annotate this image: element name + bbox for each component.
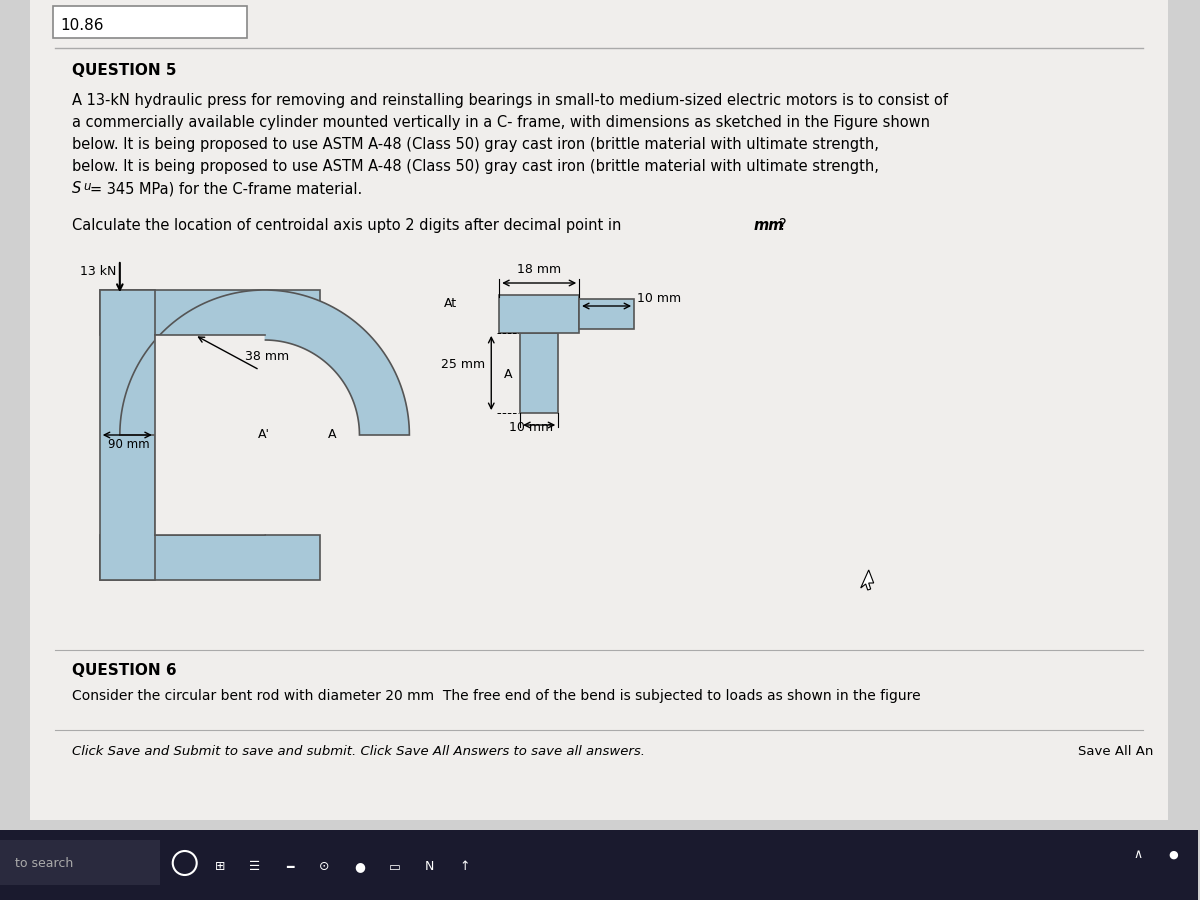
Text: ━: ━ [286, 860, 293, 874]
Bar [521, 333, 558, 413]
FancyBboxPatch shape [155, 335, 265, 535]
Text: 25 mm: 25 mm [442, 358, 486, 371]
Text: below. It is being proposed to use ASTM A-48 (Class 50) gray cast iron (brittle : below. It is being proposed to use ASTM … [72, 137, 878, 152]
Text: Calculate the location of centroidal axis upto 2 digits after decimal point in: Calculate the location of centroidal axi… [72, 218, 626, 233]
Text: 10.86: 10.86 [60, 17, 103, 32]
Text: ▭: ▭ [389, 860, 401, 874]
Text: to search: to search [14, 857, 73, 870]
Text: N: N [425, 860, 434, 874]
Polygon shape [120, 290, 409, 435]
Text: ⊙: ⊙ [319, 860, 330, 874]
FancyBboxPatch shape [30, 0, 1169, 820]
Text: 18 mm: 18 mm [517, 263, 562, 276]
Bar [100, 535, 319, 580]
Text: A: A [504, 368, 512, 381]
Text: Click Save and Submit to save and submit. Click Save All Answers to save all ans: Click Save and Submit to save and submit… [72, 745, 644, 758]
Polygon shape [860, 570, 874, 590]
Text: Save All An: Save All An [1079, 745, 1153, 758]
Text: At: At [444, 297, 457, 310]
Text: ∧: ∧ [1134, 848, 1142, 861]
Bar [580, 299, 634, 329]
Text: ↑: ↑ [460, 860, 469, 874]
Text: ☰: ☰ [248, 860, 260, 874]
Bar [0, 830, 1198, 900]
Text: 13 kN: 13 kN [80, 265, 116, 278]
Text: A 13-kN hydraulic press for removing and reinstalling bearings in small-to mediu: A 13-kN hydraulic press for removing and… [72, 93, 948, 108]
Text: = 345 MPa) for the C-frame material.: = 345 MPa) for the C-frame material. [90, 181, 362, 196]
Text: S: S [72, 181, 82, 196]
Bar [100, 290, 319, 335]
FancyBboxPatch shape [0, 840, 160, 885]
Text: Consider the circular bent rod with diameter 20 mm  The free end of the bend is : Consider the circular bent rod with diam… [72, 689, 920, 703]
Text: A': A' [258, 428, 270, 441]
Text: a commercially available cylinder mounted vertically in a C- frame, with dimensi: a commercially available cylinder mounte… [72, 115, 930, 130]
Text: ⊞: ⊞ [215, 860, 224, 874]
Text: ●: ● [1169, 850, 1178, 860]
FancyBboxPatch shape [53, 6, 247, 38]
Text: below. It is being proposed to use ASTM A-48 (Class 50) gray cast iron (brittle : below. It is being proposed to use ASTM … [72, 159, 878, 174]
Text: 90 mm: 90 mm [108, 438, 150, 451]
Text: 10 mm: 10 mm [509, 421, 553, 434]
Text: 38 mm: 38 mm [245, 350, 289, 363]
Text: 10 mm: 10 mm [637, 292, 682, 305]
Bar [499, 295, 580, 333]
Text: QUESTION 5: QUESTION 5 [72, 63, 176, 78]
Text: u: u [83, 180, 90, 193]
Text: mm: mm [754, 218, 785, 233]
Text: QUESTION 6: QUESTION 6 [72, 663, 176, 678]
Text: ●: ● [354, 860, 365, 874]
Bar [100, 290, 155, 580]
Text: ?: ? [779, 218, 786, 233]
Text: A: A [328, 428, 336, 441]
